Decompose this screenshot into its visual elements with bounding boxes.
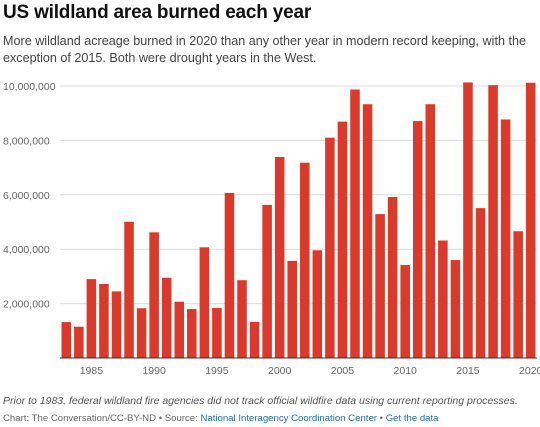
- chart-footnote: Prior to 1983, federal wildland fire age…: [3, 395, 518, 407]
- bar-1989[interactable]: [136, 308, 147, 358]
- source-separator: •: [376, 413, 386, 424]
- y-tick-label: 2,000,000: [3, 299, 50, 311]
- bar-2017[interactable]: [488, 85, 498, 359]
- bar-2004[interactable]: [325, 137, 335, 358]
- bar-2007[interactable]: [362, 104, 373, 358]
- y-tick-label: 6,000,000: [3, 190, 50, 202]
- bar-1996[interactable]: [224, 192, 235, 358]
- bar-2018[interactable]: [500, 119, 511, 359]
- bar-1990[interactable]: [149, 232, 159, 358]
- bar-1994[interactable]: [199, 247, 210, 358]
- y-tick-label: 4,000,000: [3, 244, 50, 256]
- bar-1985[interactable]: [86, 279, 97, 358]
- bar-2009[interactable]: [387, 196, 398, 358]
- get-data-link[interactable]: Get the data: [385, 413, 439, 424]
- bar-1988[interactable]: [124, 221, 134, 358]
- bar-1995[interactable]: [212, 307, 222, 358]
- bar-2016[interactable]: [475, 208, 486, 358]
- bar-2020[interactable]: [525, 82, 536, 359]
- bar-1999[interactable]: [262, 204, 272, 358]
- bar-2008[interactable]: [375, 214, 385, 358]
- bar-2019[interactable]: [513, 231, 523, 358]
- bar-1987[interactable]: [111, 291, 122, 358]
- bar-2011[interactable]: [412, 121, 423, 358]
- x-tick-label: 2000: [268, 365, 292, 377]
- bar-1991[interactable]: [161, 277, 172, 358]
- x-tick-label: 2005: [331, 365, 355, 377]
- bar-1986[interactable]: [99, 284, 109, 358]
- bar-2000[interactable]: [274, 156, 285, 358]
- x-tick-label: 2020: [519, 365, 540, 377]
- x-tick-label: 2010: [394, 365, 418, 377]
- x-tick-label: 1995: [205, 365, 229, 377]
- chart-subtitle: More wildland acreage burned in 2020 tha…: [3, 34, 526, 65]
- bar-1997[interactable]: [237, 280, 247, 358]
- bar-2001[interactable]: [287, 260, 297, 358]
- y-tick-label: 8,000,000: [3, 135, 50, 147]
- bar-chart: 2,000,000 4,000,000 6,000,000 8,000,000 10,0…: [3, 81, 540, 377]
- bar-2006[interactable]: [350, 89, 360, 358]
- bar-1992[interactable]: [174, 301, 185, 358]
- bar-2012[interactable]: [425, 104, 436, 358]
- x-tick-label: 1990: [142, 365, 166, 377]
- bar-2015[interactable]: [463, 82, 473, 359]
- bar-2013[interactable]: [438, 240, 448, 359]
- bar-2005[interactable]: [337, 121, 348, 358]
- chart-title: US wildland area burned each year: [3, 2, 312, 23]
- bar-2010[interactable]: [400, 264, 410, 358]
- y-tick-label: 10,000,000: [3, 81, 56, 93]
- source-link[interactable]: National Interagency Coordination Center: [200, 413, 377, 424]
- bar-2002[interactable]: [300, 162, 310, 358]
- bar-1998[interactable]: [249, 321, 260, 358]
- bar-1984[interactable]: [74, 326, 84, 358]
- source-credit: Chart: The Conversation/CC-BY-ND • Sourc…: [3, 413, 201, 424]
- bar-2003[interactable]: [312, 250, 323, 358]
- bar-2014[interactable]: [450, 260, 461, 358]
- x-tick-label: 2015: [456, 365, 480, 377]
- x-tick-label: 1985: [80, 365, 104, 377]
- chart-source: Chart: The Conversation/CC-BY-ND • Sourc…: [3, 413, 439, 424]
- bar-1993[interactable]: [187, 309, 197, 358]
- bar-1983[interactable]: [61, 322, 72, 358]
